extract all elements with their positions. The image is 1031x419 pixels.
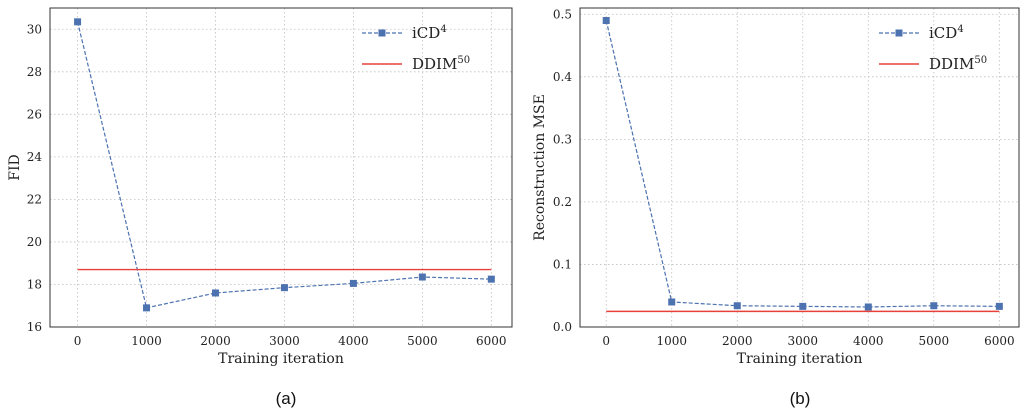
chart-panel-b: 0 1000 2000 3000 4000 5000 6000 0.0 0.1 0.2 0.3 0.4… <box>532 7 1020 408</box>
x-tick-label: 2000 <box>722 334 753 348</box>
y-tick-label: 0.5 <box>553 7 572 21</box>
icd-data-point <box>602 17 610 25</box>
icd-data-point <box>733 302 741 310</box>
x-tick-label: 6000 <box>984 334 1015 348</box>
x-tick-label: 4000 <box>338 334 369 348</box>
y-axis-label: Reconstruction MSE <box>532 94 548 241</box>
y-tick-label: 18 <box>27 277 42 291</box>
y-tick-label: 26 <box>27 107 42 121</box>
icd-data-point <box>930 302 938 310</box>
x-tick-label: 5000 <box>407 334 438 348</box>
icd-data-point <box>418 273 426 281</box>
panel-caption: (b) <box>790 389 811 408</box>
x-tick-label: 3000 <box>788 334 819 348</box>
y-tick-label: 30 <box>27 22 42 36</box>
icd-data-point <box>143 304 151 312</box>
x-tick-label: 6000 <box>476 334 507 348</box>
x-tick-label: 2000 <box>200 334 231 348</box>
y-tick-label: 0.1 <box>553 257 572 271</box>
y-tick-label: 0.0 <box>553 320 572 334</box>
legend: iCD4 DDIM50 <box>362 24 470 73</box>
icd-data-point <box>487 275 495 283</box>
legend-label: iCD4 <box>412 24 447 42</box>
y-tick-label: 0.2 <box>553 195 572 209</box>
x-tick-label: 5000 <box>919 334 950 348</box>
x-tick-label: 1000 <box>656 334 687 348</box>
y-axis-label: FID <box>7 154 23 180</box>
x-tick-label: 4000 <box>853 334 884 348</box>
legend-label: DDIM50 <box>412 55 470 73</box>
legend-label: DDIM50 <box>929 55 987 73</box>
x-axis-label: Training iteration <box>737 351 863 367</box>
y-tick-label: 20 <box>27 235 42 249</box>
y-tick-label: 24 <box>27 150 43 164</box>
legend-marker-icd <box>378 29 386 37</box>
y-tick-label: 0.3 <box>553 132 572 146</box>
plot-frame <box>579 7 1020 328</box>
legend: iCD4 DDIM50 <box>879 24 987 73</box>
chart-panel-a: 0 1000 2000 3000 4000 5000 6000 16 18 20 22 24 26 28 3… <box>7 7 513 408</box>
x-tick-label: 0 <box>602 334 610 348</box>
legend-marker-icd <box>895 29 903 37</box>
legend-label: iCD4 <box>929 24 964 42</box>
x-tick-label: 3000 <box>269 334 300 348</box>
panel-caption: (a) <box>276 389 297 408</box>
icd-data-point <box>211 289 219 297</box>
plot-frame <box>49 7 513 328</box>
icd-data-point <box>280 284 288 292</box>
y-tick-label: 22 <box>27 192 42 206</box>
icd-data-point <box>349 279 357 287</box>
y-tick-label: 28 <box>27 65 42 79</box>
icd-data-point <box>74 18 82 26</box>
x-axis-label: Training iteration <box>218 351 344 367</box>
icd-data-point <box>799 302 807 310</box>
x-tick-label: 1000 <box>131 334 162 348</box>
icd-data-point <box>668 298 676 306</box>
x-tick-label: 0 <box>74 334 82 348</box>
icd-data-point <box>995 302 1003 310</box>
icd-data-point <box>864 303 872 311</box>
y-tick-label: 16 <box>27 320 42 334</box>
y-tick-label: 0.4 <box>553 70 572 84</box>
